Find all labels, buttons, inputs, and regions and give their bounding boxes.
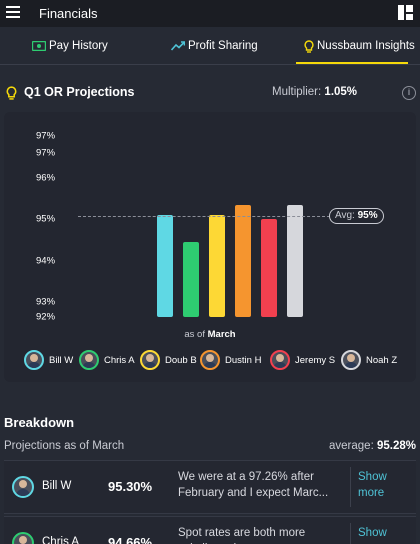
avatar <box>140 350 160 370</box>
projections-header: Q1 OR Projections Multiplier: 1.05% i <box>0 82 420 104</box>
row-divider <box>350 523 351 544</box>
show-more-link[interactable]: Show more <box>358 471 387 499</box>
projections-chart: 97% 97% 96% 95% 94% 93% 92% Avg: 95% as of Mar… <box>4 112 416 382</box>
as-of-label: as of <box>184 329 205 340</box>
row-value: 94.66% <box>108 535 153 544</box>
y-tick-label: 96% <box>36 172 56 184</box>
y-tick-label: 97% <box>36 130 56 142</box>
avatar <box>12 476 34 498</box>
tab-nussbaum-insights[interactable]: Nussbaum Insights <box>304 27 415 65</box>
bulb-icon <box>304 39 314 53</box>
row-name: Chris A <box>42 536 80 544</box>
row-note: We were at a 97.26% after February and I… <box>178 471 329 499</box>
breakdown-subtitle: Projections as of March <box>4 440 125 452</box>
average-line <box>78 216 330 218</box>
app-title: Financials <box>39 6 98 21</box>
avatar <box>12 532 34 544</box>
bar-bill-w[interactable] <box>157 215 173 317</box>
table-row[interactable]: Chris A 94.66% Spot rates are both more … <box>4 516 416 544</box>
active-tab-indicator <box>296 62 408 64</box>
tab-profit-sharing[interactable]: Profit Sharing <box>171 27 258 65</box>
y-tick-label: 95% <box>36 213 56 225</box>
hamburger-menu-icon[interactable] <box>6 6 20 18</box>
average-label: Avg: <box>335 210 355 222</box>
tab-bar: Pay History Profit Sharing Nussbaum Insi… <box>0 27 420 65</box>
bulb-icon <box>6 86 17 105</box>
legend-label: Bill W <box>49 354 74 366</box>
legend-label: Jeremy S <box>295 354 336 366</box>
multiplier-value: 1.05% <box>324 86 358 98</box>
row-value: 95.30% <box>108 479 153 494</box>
bar-dustin-h[interactable] <box>235 204 251 317</box>
average-value: 95.28% <box>376 440 416 452</box>
x-axis-label: as of March <box>4 329 416 340</box>
trend-icon <box>171 41 185 51</box>
legend-label: Noah Z <box>366 354 398 366</box>
legend-label: Doub B <box>165 354 197 366</box>
y-tick-label: 94% <box>36 255 56 267</box>
row-name: Bill W <box>42 480 72 492</box>
breakdown-title: Breakdown <box>4 415 75 430</box>
bar-doub-b[interactable] <box>209 215 225 317</box>
as-of-month: March <box>207 329 236 340</box>
row-note: Spot rates are both more volatile and <box>178 527 306 544</box>
avatar <box>200 350 220 370</box>
average-value: 95% <box>357 210 378 222</box>
legend-item[interactable]: Chris A <box>79 350 135 370</box>
app-bar: Financials <box>0 0 420 27</box>
table-row[interactable]: Bill W 95.30% We were at a 97.26% after … <box>4 460 416 514</box>
row-divider <box>350 467 351 507</box>
projections-title: Q1 OR Projections <box>24 85 135 99</box>
bar-noah-z[interactable] <box>287 204 303 317</box>
avatar <box>24 350 44 370</box>
legend-item[interactable]: Doub B <box>140 350 197 370</box>
money-icon <box>32 41 46 51</box>
y-tick-label: 93% <box>36 296 56 308</box>
bar-chris-a[interactable] <box>183 241 199 317</box>
dashboard-grid-icon[interactable] <box>398 5 413 20</box>
info-icon[interactable]: i <box>402 86 416 100</box>
chart-legend: Bill W Chris A Doub B Dustin H Jeremy S Noah … <box>4 348 416 374</box>
y-tick-label: 97% <box>36 147 56 159</box>
bar-jeremy-s[interactable] <box>261 219 277 317</box>
tab-label: Profit Sharing <box>188 40 258 52</box>
average-badge: Avg: 95% <box>329 208 384 225</box>
legend-item[interactable]: Dustin H <box>200 350 261 370</box>
multiplier: Multiplier: 1.05% <box>272 86 357 98</box>
y-tick-label: 92% <box>36 311 56 323</box>
avatar <box>341 350 361 370</box>
multiplier-label: Multiplier: <box>272 86 322 98</box>
breakdown-average: average: 95.28% <box>329 440 416 452</box>
tab-label: Pay History <box>49 40 108 52</box>
legend-label: Chris A <box>104 354 135 366</box>
tab-pay-history[interactable]: Pay History <box>32 27 108 65</box>
avatar <box>79 350 99 370</box>
average-label: average: <box>329 440 374 452</box>
legend-item[interactable]: Noah Z <box>341 350 397 370</box>
show-more-link[interactable]: Show more <box>358 527 387 544</box>
avatar <box>270 350 290 370</box>
legend-label: Dustin H <box>225 354 262 366</box>
tab-label: Nussbaum Insights <box>317 40 415 52</box>
legend-item[interactable]: Jeremy S <box>270 350 335 370</box>
legend-item[interactable]: Bill W <box>24 350 73 370</box>
